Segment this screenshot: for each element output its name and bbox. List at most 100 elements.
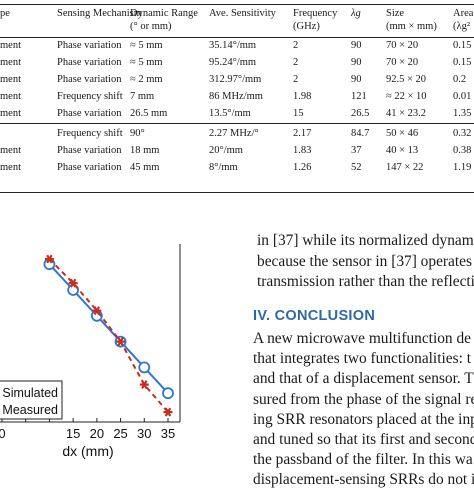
chart-svg: 0 15 20 25 30 35 dx (mm) Simulated Measured [0,244,181,459]
cell-range: ≈ 5 mm [130,57,163,68]
cell-type: ment [0,108,21,119]
cell-sensitivity: 86 MHz/mm [209,91,263,102]
cell-lambda: 37 [351,145,362,156]
data-point-measured [92,306,102,316]
table-group-rule [0,123,474,124]
x-tick-label: 20 [90,426,104,441]
cell-sensitivity: 13.5°/mm [209,108,251,119]
asterisk-stroke [69,278,77,288]
x-tick-label: 30 [137,426,151,441]
cell-range: 90° [130,128,145,139]
cell-frequency: 2 [293,57,299,68]
cell-lambda: 84.7 [351,128,370,139]
series-line-measured [48,258,169,413]
data-point-measured [116,337,126,347]
cell-range: 45 mm [130,162,160,173]
cell-frequency: 1.26 [293,162,312,173]
cell-range: ≈ 5 mm [130,40,163,51]
cell-area: 0.01 [453,91,472,102]
x-axis-label: dx (mm) [62,443,113,459]
cell-frequency: 1.98 [293,91,312,102]
cell-range: 26.5 mm [130,108,168,119]
data-point-measured [44,254,54,264]
cell-size: 40 × 13 [386,145,419,156]
x-tick-label: 35 [161,426,175,441]
cell-range: 18 mm [130,145,160,156]
cell-frequency: 15 [293,108,304,119]
cell-range: ≈ 2 mm [130,74,163,85]
cell-size: 147 × 22 [386,162,424,173]
legend-label-measured: Measured [2,403,58,417]
cell-mechanism: Phase variation [57,162,122,173]
cell-size: 70 × 20 [386,40,419,51]
data-point-measured [139,380,149,390]
asterisk-stroke [46,254,53,264]
cell-mechanism: Phase variation [57,57,122,68]
x-tick-label: 15 [66,426,80,441]
cell-size: 41 × 23.2 [386,108,427,119]
cell-sensitivity: 8°/mm [209,162,238,173]
legend-label-simulated: Simulated [2,386,58,400]
legend-box [0,380,63,420]
header-size-unit: (mm × mm) [386,21,437,32]
cell-lambda: 52 [351,162,362,173]
cell-mechanism: Phase variation [57,74,122,85]
cell-type: ment [0,40,21,51]
cell-area: 0.15 [453,40,472,51]
text-line: A new microwave multifunction de [253,330,471,347]
cell-area: 0.38 [453,145,472,156]
cell-frequency: 2 [293,40,299,51]
header-sensing-mechanism: Sensing Mechanism [57,8,142,19]
text-line: displacement-sensing SRRs do not i [253,471,474,489]
cell-mechanism: Phase variation [57,108,122,119]
header-area: Area [453,8,474,19]
cell-size: ≈ 22 × 10 [386,91,427,102]
cell-area: 1.19 [453,162,472,173]
series-line-simulated [48,263,169,394]
cell-size: 92.5 × 20 [386,74,427,85]
text-line: the passband of the filter. In this wa [253,451,473,469]
data-point-measured [68,278,78,288]
cell-frequency: 1.83 [293,145,312,156]
asterisk-stroke [117,337,124,347]
x-tick-label: 25 [113,426,127,441]
cell-lambda: 121 [351,91,367,102]
header-frequency-unit: (GHz) [293,21,320,32]
cell-area: 0.2 [453,74,467,85]
cell-sensitivity: 95.24°/mm [209,57,257,68]
text-line: sured from the phase of the signal re [253,390,474,408]
cell-area: 0.15 [453,57,472,68]
displacement-chart: 0 15 20 25 30 35 dx (mm) Simulated Measured [0,244,215,479]
text-line: and tuned so that its first and second [253,431,474,448]
comparison-table: pe Sensing Mechanism Dynamic Range (° or… [0,0,474,210]
cell-area: 1.35 [453,108,472,119]
cell-mechanism: Frequency shift [57,128,123,139]
cell-lambda: 90 [351,57,362,68]
cell-type: ment [0,145,21,156]
asterisk-stroke [164,407,172,417]
cell-range: 7 mm [130,91,155,102]
data-point-simulated [162,387,174,400]
data-point-simulated [138,361,151,374]
asterisk-stroke [93,306,101,316]
asterisk-stroke [141,380,148,390]
cell-mechanism: Frequency shift [57,91,123,102]
table-header-rule [0,37,474,38]
cell-sensitivity: 35.14°/mm [209,40,257,51]
cell-frequency: 2.17 [293,128,312,139]
table-bottom-rule [0,192,474,193]
text-line: because the sensor in [37] operates b [257,252,474,270]
cell-sensitivity: 20°/mm [209,145,243,156]
cell-lambda: 26.5 [351,108,370,119]
cell-type: ment [0,91,21,102]
cell-sensitivity: 2.27 MHz/° [209,128,259,139]
cell-size: 50 × 46 [386,128,419,139]
table-top-rule [0,4,474,5]
section-heading-conclusion: IV. CONCLUSION [253,308,376,324]
header-dynamic-range-unit: (° or mm) [130,21,172,32]
data-point-measured [163,407,173,417]
text-line: and that of a displacement sensor. T [253,370,474,388]
cell-type: ment [0,57,21,68]
text-line: in [37] while its normalized dynam [257,232,474,249]
cell-lambda: 90 [351,40,362,51]
